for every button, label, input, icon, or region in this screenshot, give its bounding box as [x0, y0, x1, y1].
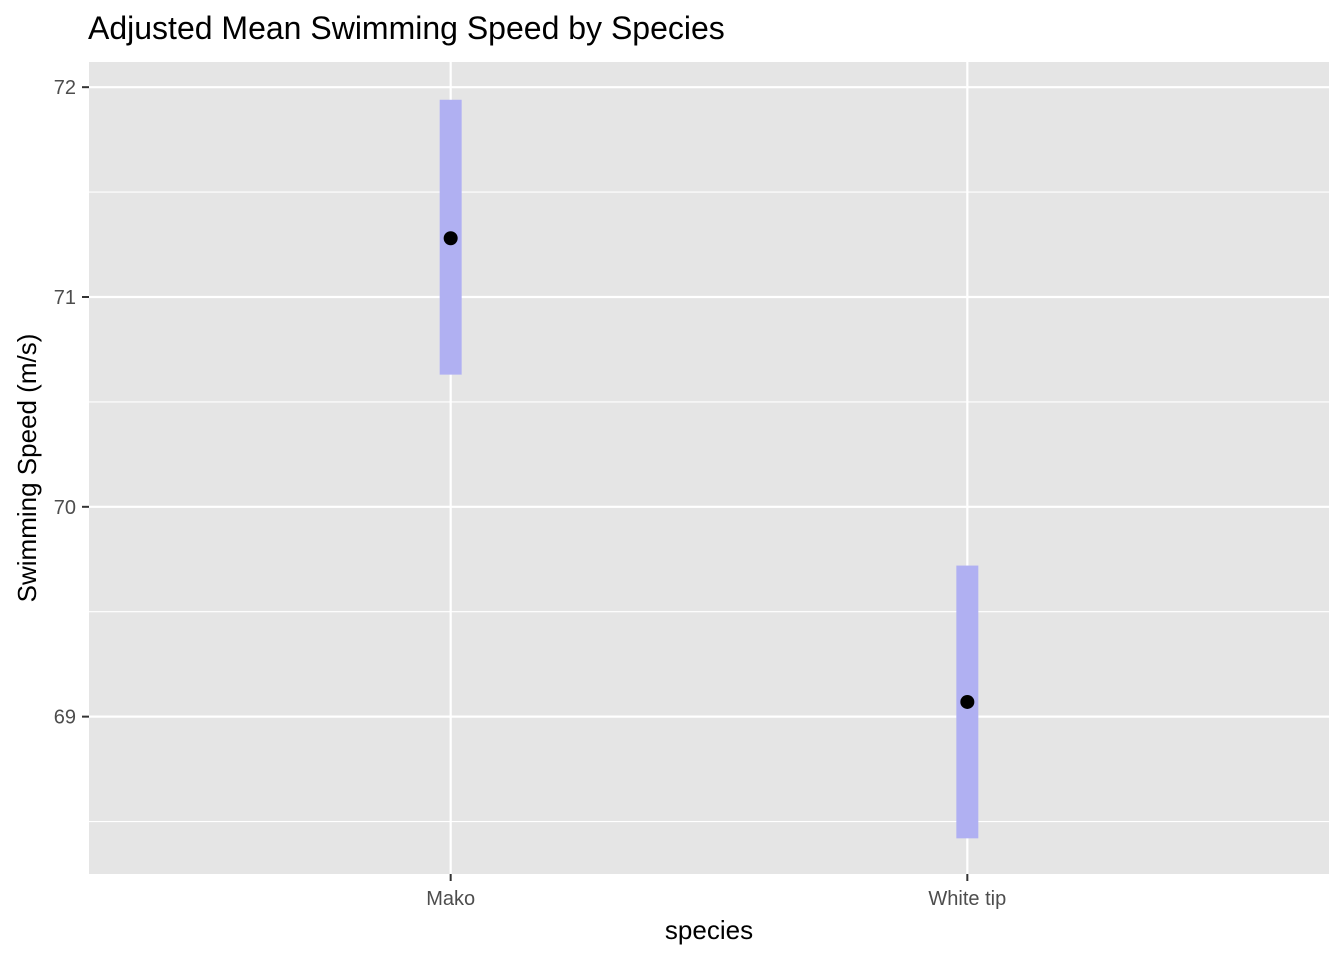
y-tick-label: 72: [54, 77, 76, 99]
plot-panel: [89, 62, 1329, 874]
x-tick-label: White tip: [928, 888, 1006, 910]
estimate-points: [443, 231, 975, 709]
y-axis-title: Swimming Speed (m/s): [12, 334, 42, 603]
y-tick-label: 71: [54, 287, 76, 309]
y-tick-label: 69: [54, 707, 76, 729]
y-axis: 69 70 71 72: [54, 77, 89, 729]
chart-title: Adjusted Mean Swimming Speed by Species: [88, 10, 725, 46]
x-axis-title: species: [665, 915, 753, 945]
estimate-point: [443, 231, 458, 246]
x-tick-label: Mako: [426, 888, 475, 910]
x-axis: Mako White tip: [426, 874, 1006, 910]
minor-gridlines: [89, 191, 1329, 823]
y-tick-label: 70: [54, 497, 76, 519]
estimate-point: [960, 694, 975, 709]
